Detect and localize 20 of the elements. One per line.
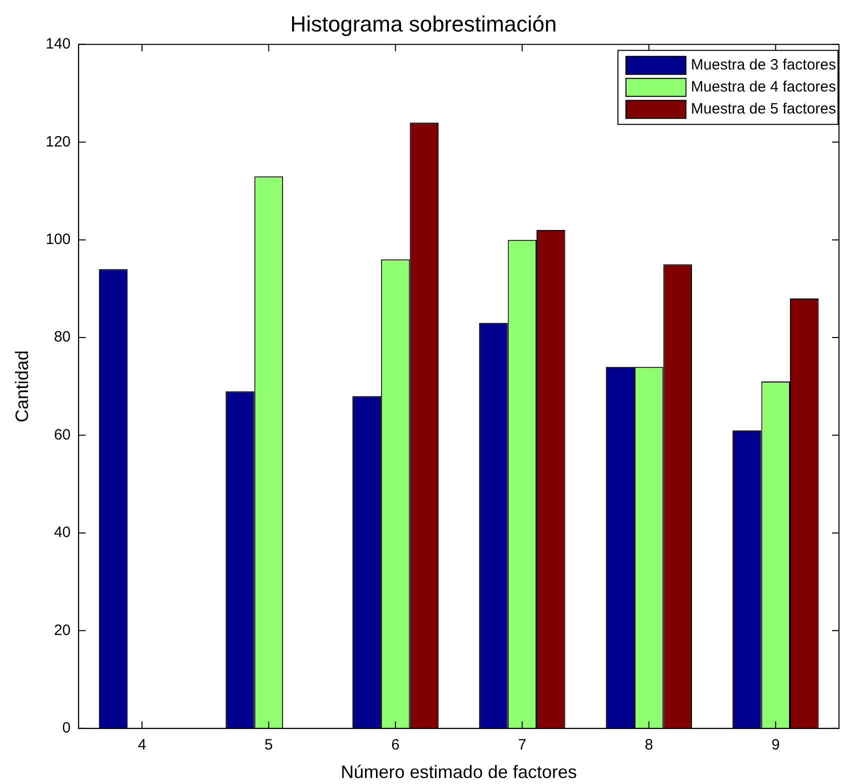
y-tick-label: 120 [46, 133, 71, 150]
x-tick-label: 4 [138, 736, 146, 754]
x-tick-label: 5 [264, 736, 273, 754]
y-tick-label: 80 [54, 328, 71, 346]
x-tick-label: 9 [771, 736, 780, 754]
y-axis-title: Cantidad [12, 350, 32, 422]
x-tick-label: 6 [391, 736, 400, 754]
chart-title: Histograma sobrestimación [290, 11, 557, 36]
y-tick-label: 40 [54, 524, 71, 542]
y-tick-label: 100 [46, 230, 71, 248]
y-tick-label: 20 [54, 622, 71, 639]
x-tick-label: 8 [644, 736, 654, 754]
y-tick-label: 0 [62, 720, 71, 737]
legend-label: Muestra de 3 factores [690, 56, 836, 74]
x-axis-title: Número estimado de factores [340, 762, 577, 782]
legend-label: Muestra de 4 factores [690, 78, 836, 96]
y-tick-label: 60 [54, 426, 71, 444]
legend-label: Muestra de 5 factores [690, 100, 836, 118]
x-tick-label: 7 [518, 736, 526, 754]
y-tick-label: 140 [46, 36, 71, 53]
